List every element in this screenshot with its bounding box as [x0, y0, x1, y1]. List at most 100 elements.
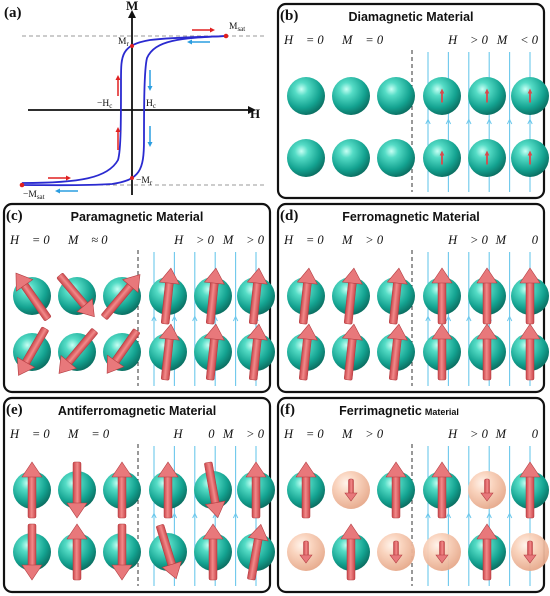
panel-f: (f) Ferrimagnetic Material H⃗ = 0 M⃗ > 0 H⃗ >… [276, 396, 549, 594]
panel-e: (e) Antiferromagnetic Material H⃗ = 0 M⃗ = … [2, 396, 275, 594]
teal-sphere [332, 77, 370, 115]
panel-c-atom-r2c4 [149, 323, 187, 381]
panel-b-atom-r1c2 [332, 77, 370, 115]
panel-b-atom-r2c2 [332, 139, 370, 177]
panel-f-atom-r1c2 [332, 471, 370, 509]
spin-arrow [484, 88, 490, 103]
neg-hc-label: −Hc [97, 99, 112, 110]
panel-d-atom-r2c4 [423, 323, 461, 381]
panel-f-atom-r2c5 [468, 523, 506, 581]
panel-f-title: Ferrimagnetic Material [339, 404, 459, 418]
teal-sphere [287, 77, 325, 115]
spin-arrow [247, 523, 269, 581]
direction-arrows [48, 27, 215, 194]
panel-c-atom-r1c6 [237, 267, 275, 325]
panel-c-right-h-condition: H⃗ > 0 [173, 233, 214, 247]
panel-e-atom-r2c3 [103, 523, 141, 581]
spin-arrow [431, 323, 453, 381]
panel-d-left-m-condition: M⃗ > 0 [341, 233, 384, 247]
panel-f-atom-r1c5 [468, 471, 506, 509]
panel-b-title: Diamagnetic Material [348, 10, 473, 24]
panel-b-atom-r2c5 [468, 139, 506, 177]
spin-arrow [56, 273, 95, 318]
spin-arrow [435, 540, 449, 564]
panel-d-left-h-condition: H⃗ = 0 [283, 233, 324, 247]
panel-e-title: Antiferromagnetic Material [58, 404, 216, 418]
panel-c-atom-r2c5 [194, 323, 232, 381]
spin-arrow [111, 461, 133, 519]
panel-d-atom-r1c3 [377, 267, 415, 325]
panel-f-atom-r1c4 [423, 461, 461, 519]
panel-d-atom-r2c2 [332, 323, 370, 381]
teal-sphere [287, 139, 325, 177]
panel-label-f: (f) [280, 402, 295, 418]
spin-arrow [341, 267, 363, 325]
panel-c-atom-r1c5 [194, 267, 232, 325]
panel-e-atom-r2c1 [13, 523, 51, 581]
spin-arrow [101, 274, 141, 320]
panel-f-right-h-condition: H⃗ > 0 [447, 427, 488, 441]
panel-c-atom-r2c6 [237, 323, 275, 381]
spin-arrow [484, 150, 490, 165]
panel-label-a: (a) [4, 5, 22, 21]
neg-msat-label: −Msat [23, 190, 45, 201]
panel-d-atom-r1c1 [287, 267, 325, 325]
panel-f-atom-r2c2 [332, 523, 370, 581]
spin-arrow [480, 478, 494, 502]
panel-e-atom-r2c5 [194, 523, 232, 581]
spin-arrow [389, 540, 403, 564]
panel-label-b: (b) [280, 8, 298, 24]
mr-point [130, 44, 134, 48]
panel-b-atom-r1c4 [423, 77, 461, 115]
panel-c-atom-r1c1 [13, 272, 51, 321]
panel-e-left-m-condition: M⃗ = 0 [67, 427, 110, 441]
spin-arrow [519, 461, 541, 519]
panel-e-atom-r1c2 [58, 461, 96, 519]
spin-arrow [296, 267, 318, 325]
panel-b-atom-r1c5 [468, 77, 506, 115]
spin-arrow [66, 461, 88, 519]
panel-b-left-m-condition: M⃗ = 0 [341, 33, 384, 47]
panel-d-atom-r2c1 [287, 323, 325, 381]
panel-c-atom-r2c2 [58, 328, 98, 374]
spin-arrow [299, 540, 313, 564]
panel-f-atom-r1c6 [511, 461, 549, 519]
panel-f-left-m-condition: M⃗ > 0 [341, 427, 384, 441]
hc-label: Hc [146, 99, 156, 110]
panel-f-left-h-condition: H⃗ = 0 [283, 427, 324, 441]
panel-c-atom-r1c2 [56, 273, 96, 318]
m-axis-label: M [126, 0, 138, 13]
mr-label: Mr [118, 37, 129, 48]
panel-b-atom-r1c1 [287, 77, 325, 115]
panel-label-e: (e) [6, 402, 23, 418]
panel-b-atom-r2c3 [377, 139, 415, 177]
neg-mr-label: −Mr [136, 176, 153, 187]
spin-arrow [296, 323, 318, 381]
spin-arrow [385, 461, 407, 519]
spin-arrow [527, 88, 533, 103]
spin-arrow [245, 461, 267, 519]
panel-d-right-h-condition: H⃗ > 0 [447, 233, 488, 247]
panel-f-atom-r2c6 [511, 533, 549, 571]
panel-b-atom-r2c6 [511, 139, 549, 177]
spin-arrow [476, 523, 498, 581]
spin-arrow [439, 150, 445, 165]
spin-arrow [21, 523, 43, 581]
msat-label: Msat [229, 22, 245, 33]
panel-f-atom-r2c3 [377, 533, 415, 571]
panel-c-atom-r1c4 [149, 267, 187, 325]
hysteresis-lower-branch [21, 35, 227, 187]
panel-f-atom-r1c3 [377, 461, 415, 519]
panel-e-atom-r1c5 [194, 461, 232, 519]
panel-d-atom-r2c5 [468, 323, 506, 381]
spin-arrow [21, 461, 43, 519]
spin-arrow [246, 267, 268, 325]
panel-f-atom-r1c1 [287, 461, 325, 519]
spin-arrow [431, 461, 453, 519]
spin-arrow [157, 461, 179, 519]
spin-arrow [295, 461, 317, 519]
spin-arrow [66, 523, 88, 581]
panel-d-atom-r1c5 [468, 267, 506, 325]
spin-arrow [386, 323, 408, 381]
spin-arrow [17, 326, 49, 376]
